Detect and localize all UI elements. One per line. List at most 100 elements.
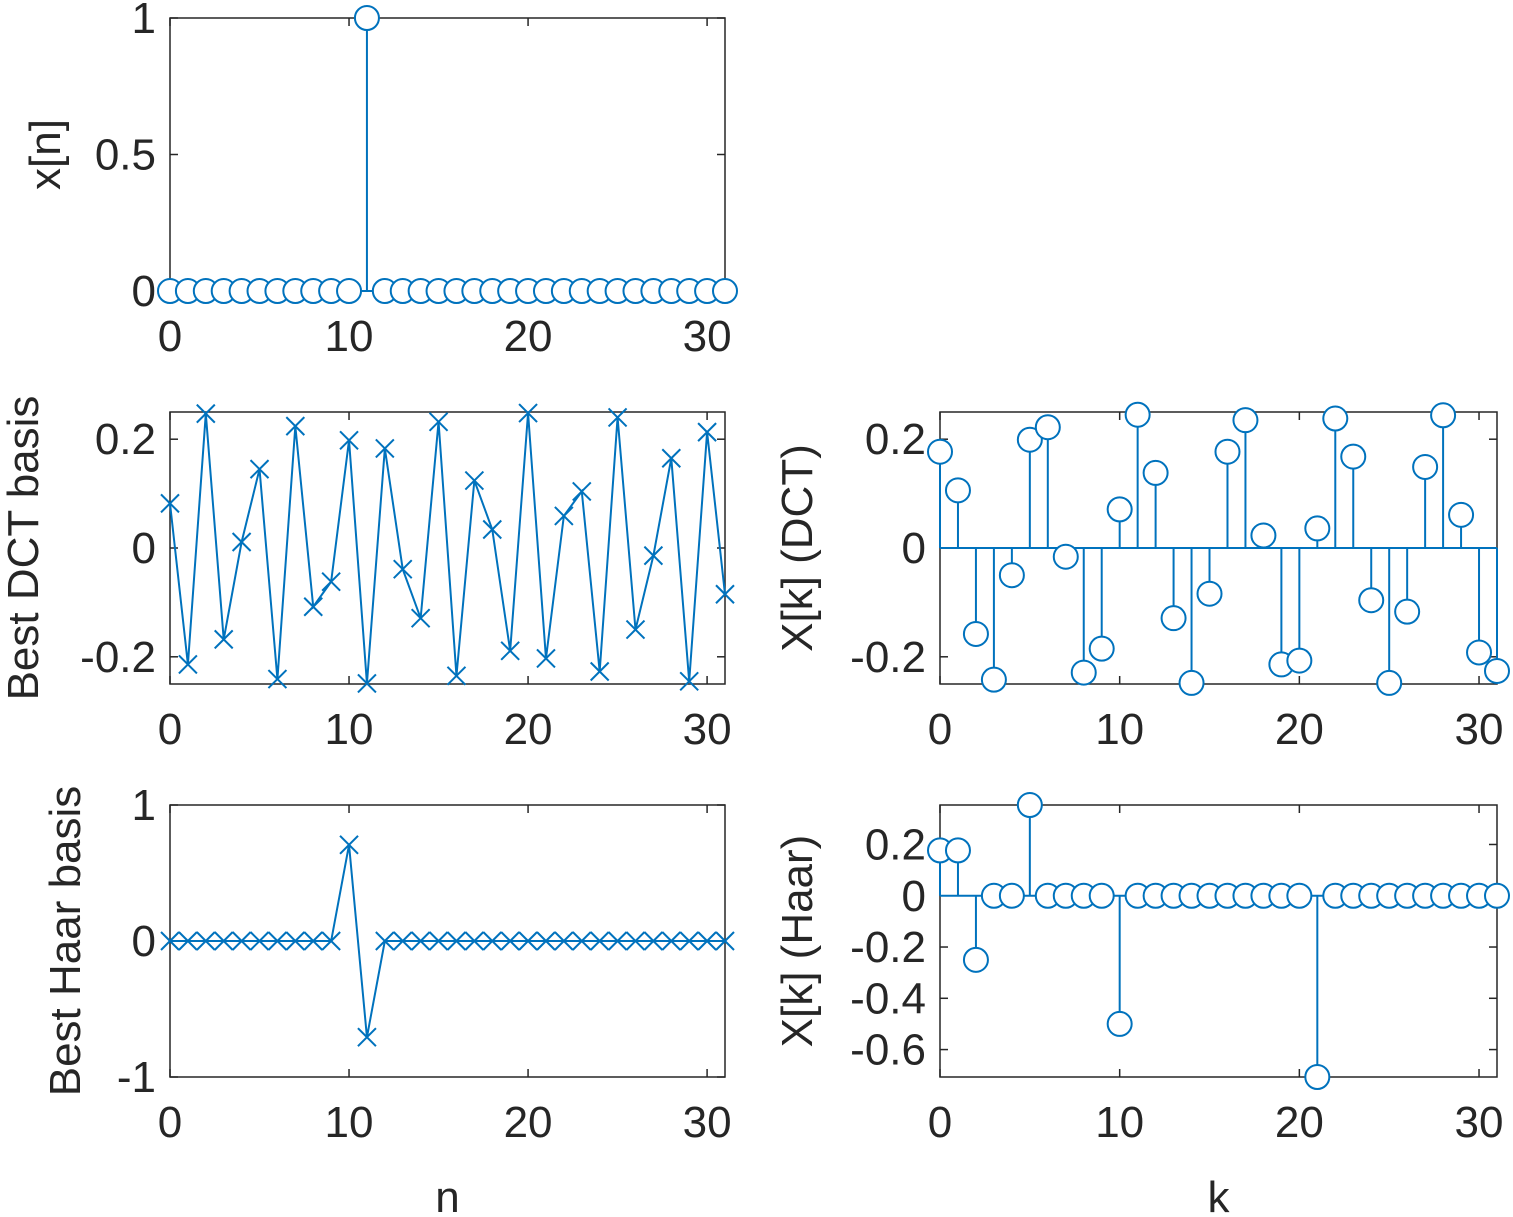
stem-point-4: [998, 882, 1025, 909]
x-marker-26: [625, 931, 646, 951]
x-tick-label: 10: [1095, 1098, 1144, 1147]
stem-point-10: [1106, 895, 1133, 1037]
stem-marker: [1484, 882, 1510, 909]
stem-point-31: [1484, 882, 1510, 909]
stem-marker: [1016, 792, 1043, 818]
y-axis-label: Best Haar basis: [41, 786, 90, 1097]
stem-marker: [980, 666, 1007, 693]
stem-point-24: [1358, 548, 1385, 614]
x-tick-label: 0: [928, 705, 952, 754]
x-marker-10: [339, 835, 359, 855]
stem-point-21: [1304, 895, 1331, 1090]
stem-marker: [1034, 414, 1061, 441]
stem-marker: [998, 882, 1025, 909]
x-tick-label: 0: [158, 312, 182, 361]
stem-point-10: [336, 278, 363, 304]
x-marker-14: [410, 608, 431, 628]
stem-point-10: [1106, 496, 1133, 548]
x-tick-label: 20: [504, 1098, 553, 1147]
stem-point-11: [1124, 401, 1151, 548]
stem-point-20: [1286, 548, 1313, 674]
stem-marker: [1016, 426, 1043, 453]
stem-point-26: [1394, 548, 1421, 625]
stem-marker: [1232, 407, 1259, 434]
stem-point-16: [1214, 438, 1241, 548]
y-tick-label: -0.6: [850, 1026, 926, 1075]
stem-point-29: [1448, 501, 1475, 548]
stem-point-2: [962, 895, 989, 973]
stem-marker: [927, 438, 953, 465]
x-marker-21: [536, 648, 556, 669]
stem-marker: [1286, 882, 1313, 909]
stem-point-3: [980, 548, 1007, 693]
x-marker-2: [196, 931, 216, 951]
x-marker-28: [661, 448, 681, 468]
signal-xn-plot: 0 10 20 30 0 0.5 1 x[n]: [21, 0, 738, 361]
x-marker-24: [589, 931, 610, 951]
x-tick-label: 10: [325, 705, 374, 754]
stem-marker: [353, 5, 380, 31]
x-marker-27: [643, 931, 664, 951]
stem-marker: [1214, 438, 1241, 465]
stem-marker: [1466, 639, 1493, 666]
x-marker-10: [339, 430, 359, 450]
y-tick-label: -0.4: [850, 974, 926, 1023]
y-tick-label: -0.2: [850, 633, 926, 682]
stem-marker: [1178, 669, 1205, 696]
x-tick-label: 20: [1275, 1098, 1324, 1147]
series-line: [169, 413, 726, 684]
stem-point-30: [1466, 548, 1493, 666]
x-marker-8: [303, 931, 323, 951]
stem-marker: [1088, 635, 1115, 662]
stem-point-23: [1340, 443, 1367, 548]
stem-marker: [1286, 647, 1313, 674]
x-marker-28: [661, 931, 681, 951]
x-marker-17: [464, 470, 485, 491]
x-marker-20: [518, 403, 538, 423]
x-marker-8: [303, 597, 323, 617]
stem-marker: [1394, 598, 1421, 625]
stem-marker: [1250, 522, 1277, 549]
x-marker-5: [249, 459, 270, 479]
x-marker-15: [428, 931, 449, 951]
x-tick-label: 10: [325, 1098, 374, 1147]
stem-marker: [1340, 443, 1367, 470]
x-marker-11: [357, 673, 377, 694]
stem-marker: [1160, 605, 1187, 632]
stem-point-31: [1484, 548, 1510, 684]
x-marker-30: [697, 422, 717, 442]
x-marker-19: [500, 931, 520, 951]
stem-marker: [1412, 453, 1439, 480]
stem-point-4: [998, 548, 1025, 589]
x-marker-11: [357, 1027, 377, 1047]
x-marker-23: [572, 481, 592, 502]
x-marker-1: [178, 931, 198, 951]
y-tick-label: 0.5: [95, 131, 156, 180]
x-marker-4: [231, 532, 252, 552]
y-axis-label: Best DCT basis: [0, 396, 48, 701]
x-marker-5: [249, 931, 270, 951]
stem-marker: [1484, 657, 1510, 684]
x-marker-25: [607, 407, 628, 428]
x-marker-6: [267, 931, 288, 951]
stem-marker: [1070, 659, 1097, 686]
stem-point-20: [1286, 882, 1313, 909]
stem-point-9: [1088, 882, 1115, 909]
x-marker-0: [160, 931, 180, 951]
stem-point-14: [1178, 548, 1205, 696]
stem-point-12: [1142, 459, 1169, 548]
x-marker-26: [625, 619, 646, 640]
y-tick-label: 0.2: [865, 415, 926, 464]
y-tick-label: 0: [902, 524, 926, 573]
y-tick-label: 1: [132, 0, 156, 43]
x-tick-label: 0: [928, 1098, 952, 1147]
stem-point-13: [1160, 548, 1187, 632]
x-tick-label: 30: [1455, 705, 1504, 754]
x-tick-label: 20: [1275, 705, 1324, 754]
axes-box: [169, 17, 726, 292]
stem-point-9: [1088, 548, 1115, 662]
x-marker-13: [393, 559, 413, 579]
x-marker-13: [393, 931, 413, 951]
x-tick-label: 20: [504, 705, 553, 754]
stem-point-0: [927, 438, 953, 548]
